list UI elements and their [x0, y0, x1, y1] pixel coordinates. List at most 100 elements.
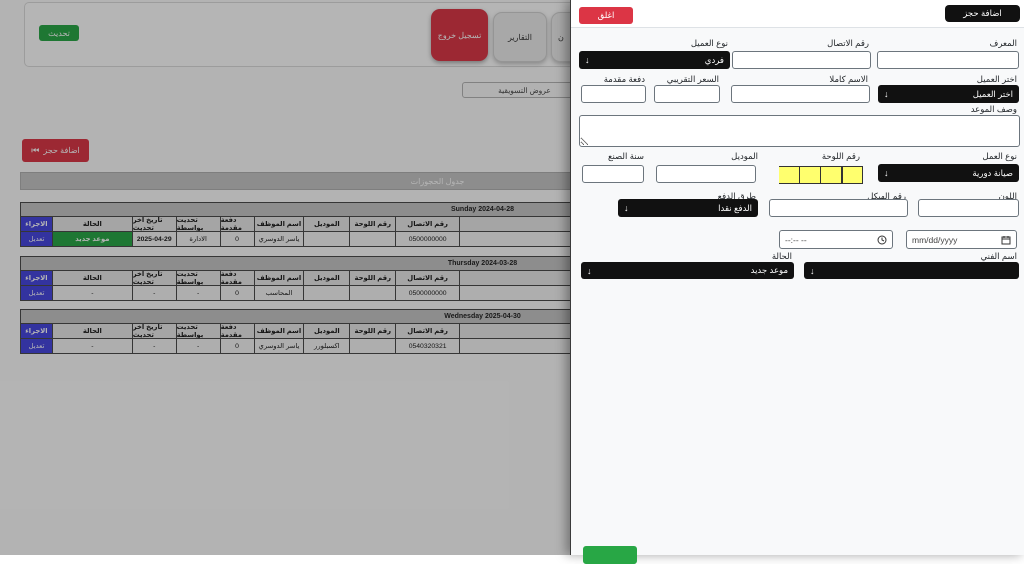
plate-char-input[interactable] — [779, 166, 800, 184]
payment-label: طرق الدفع — [717, 191, 756, 201]
technician-label: اسم الفني — [980, 251, 1017, 261]
col-plate: رقم اللوحة — [350, 217, 397, 231]
submit-button[interactable] — [583, 546, 637, 564]
cell-employee: المحاسب — [254, 286, 305, 300]
cell-model — [304, 286, 351, 300]
approx-price-input[interactable] — [654, 85, 720, 103]
col-employee: اسم الموظف — [254, 324, 305, 338]
full-name-label: الاسم كاملا — [829, 74, 868, 84]
time-input[interactable]: --:-- -- — [779, 230, 893, 249]
col-advance: دفعة مقدمة — [220, 324, 255, 338]
col-action: الاجراء — [21, 217, 53, 231]
clock-icon — [877, 235, 887, 244]
approx-price-label: السعر التقريبي — [666, 74, 719, 84]
edit-button[interactable]: تعديل — [21, 339, 53, 353]
chassis-input[interactable] — [769, 199, 908, 217]
col-action: الاجراء — [21, 324, 53, 338]
cell-last-update: - — [132, 286, 177, 300]
add-booking-label: اضافة حجز — [43, 146, 80, 155]
add-booking-modal: اغلق اضافة حجز المعرف رقم الاتصال نوع ال… — [570, 0, 1024, 564]
reports-button[interactable]: التقارير — [493, 12, 547, 62]
cell-contact: 0500000000 — [396, 232, 461, 246]
plate-char-input[interactable] — [821, 166, 842, 184]
chevron-down-icon: ↓ — [587, 265, 592, 276]
contact-input[interactable] — [732, 51, 871, 69]
work-type-select[interactable]: صيانة دورية ↓ — [878, 164, 1019, 182]
modal-title-button[interactable]: اضافة حجز — [945, 5, 1020, 22]
col-plate: رقم اللوحة — [350, 271, 397, 285]
year-input[interactable] — [582, 165, 644, 183]
down-payment-label: دفعة مقدمة — [603, 74, 645, 84]
work-type-value: صيانة دورية — [972, 167, 1013, 178]
col-status: الحالة — [52, 271, 133, 285]
cell-model — [304, 232, 351, 246]
col-last-update: تاريخ اخر تحديث — [132, 271, 177, 285]
client-type-value: فردي — [704, 54, 724, 65]
status-label: الحالة — [771, 251, 792, 261]
technician-select[interactable]: ↓ — [804, 262, 1019, 279]
cell-advance: 0 — [220, 286, 255, 300]
contact-label: رقم الاتصال — [827, 38, 869, 48]
cell-updated-by: - — [176, 286, 221, 300]
chevron-down-icon: ↓ — [884, 168, 889, 178]
plate-char-input[interactable] — [800, 166, 821, 184]
logout-button[interactable]: تسجيل خروج — [431, 9, 488, 61]
col-last-update: تاريخ اخر تحديث — [132, 217, 177, 231]
cell-plate — [350, 339, 397, 353]
choose-client-label: اختر العميل — [976, 74, 1017, 84]
status-value: موعد جديد — [750, 265, 788, 275]
chevron-down-icon: ↓ — [624, 203, 629, 213]
chevron-down-icon: ↓ — [810, 265, 815, 276]
down-payment-input[interactable] — [581, 85, 646, 103]
cell-contact: 0540320321 — [396, 339, 461, 353]
chevron-down-icon: ↓ — [884, 89, 889, 99]
col-last-update: تاريخ اخر تحديث — [132, 324, 177, 338]
col-status: الحالة — [52, 217, 133, 231]
choose-client-select[interactable]: اختر العميل ↓ — [878, 85, 1019, 103]
model-input[interactable] — [656, 165, 756, 183]
identifier-label: المعرف — [989, 38, 1017, 48]
col-contact: رقم الاتصال — [396, 271, 461, 285]
col-employee: اسم الموظف — [254, 271, 305, 285]
col-advance: دفعة مقدمة — [220, 217, 255, 231]
appointment-desc-textarea[interactable] — [579, 115, 1020, 147]
chassis-label: رقم الهيكل — [867, 191, 906, 201]
status-select[interactable]: موعد جديد ↓ — [581, 262, 794, 279]
cell-last-update: - — [132, 339, 177, 353]
col-contact: رقم الاتصال — [396, 324, 461, 338]
close-button[interactable]: اغلق — [579, 7, 633, 24]
col-updated-by: تحديت بواسطة — [176, 271, 221, 285]
cell-updated-by: الادارة — [176, 232, 221, 246]
col-employee: اسم الموظف — [254, 217, 305, 231]
add-booking-button[interactable]: اضافة حجز ⏮ — [22, 139, 89, 162]
plate-label: رقم اللوحة — [821, 151, 860, 161]
col-advance: دفعة مقدمة — [220, 271, 255, 285]
cell-employee: ياسر الدوسري — [254, 339, 305, 353]
col-updated-by: تحديت بواسطة — [176, 217, 221, 231]
col-model: الموديل — [304, 324, 351, 338]
cell-plate — [350, 286, 397, 300]
plate-char-input[interactable] — [842, 166, 863, 184]
col-contact: رقم الاتصال — [396, 217, 461, 231]
work-type-label: نوع العمل — [982, 151, 1017, 161]
client-type-select[interactable]: فردي ↓ — [579, 51, 730, 69]
identifier-input[interactable] — [877, 51, 1019, 69]
color-label: اللون — [998, 191, 1017, 201]
client-type-label: نوع العميل — [690, 38, 728, 48]
marketing-offers-button[interactable]: عروض التسويقية — [462, 82, 587, 98]
plate-number-inputs — [779, 166, 863, 184]
full-name-input[interactable] — [731, 85, 870, 103]
col-plate: رقم اللوحة — [350, 324, 397, 338]
refresh-button[interactable]: تحديث — [39, 25, 79, 41]
cell-plate — [350, 232, 397, 246]
model-label: الموديل — [731, 151, 758, 161]
time-value: --:-- -- — [785, 234, 807, 245]
edit-button[interactable]: تعديل — [21, 286, 53, 300]
payment-select[interactable]: الدفع نقدا ↓ — [618, 199, 758, 217]
cell-advance: 0 — [220, 232, 255, 246]
color-input[interactable] — [918, 199, 1019, 217]
date-input[interactable]: mm/dd/yyyy — [906, 230, 1017, 249]
edit-button[interactable]: تعديل — [21, 232, 53, 246]
col-updated-by: تحديت بواسطة — [176, 324, 221, 338]
payment-value: الدفع نقدا — [718, 202, 752, 213]
